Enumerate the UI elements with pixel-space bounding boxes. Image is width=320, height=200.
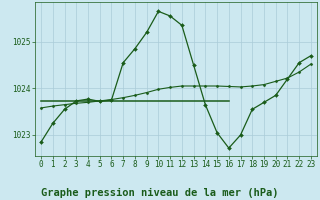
Text: Graphe pression niveau de la mer (hPa): Graphe pression niveau de la mer (hPa) [41,188,279,198]
